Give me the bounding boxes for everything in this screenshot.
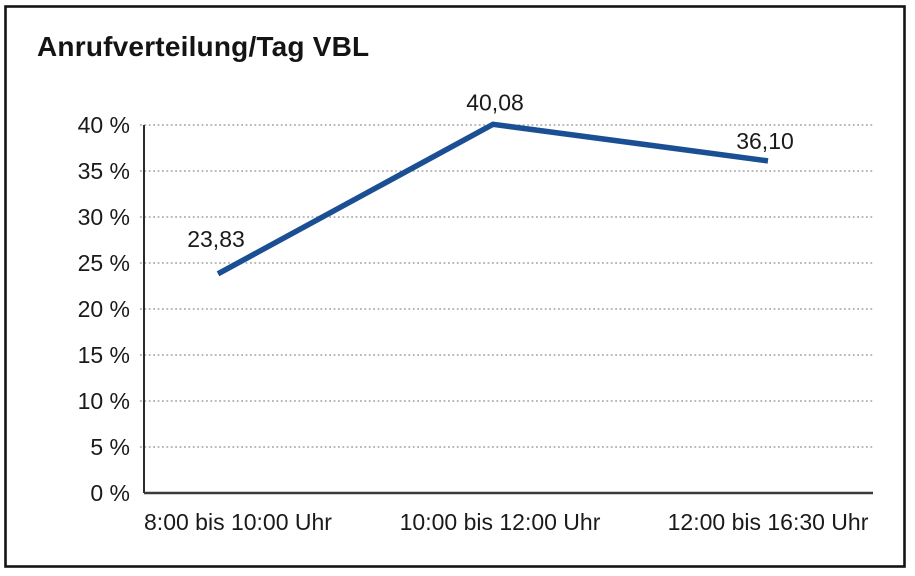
data-line-series [216,121,769,277]
chart-frame [4,5,906,568]
y-axis-tick-label: 10 % [78,388,130,414]
y-axis-tick-label: 0 % [90,480,130,506]
y-axis-tick-label: 15 % [78,342,130,368]
y-axis-tick-label: 40 % [78,112,130,138]
x-axis-category-label: 12:00 bis 16:30 Uhr [668,509,869,535]
data-point-label: 23,83 [187,226,245,252]
y-axis-tick-label: 5 % [90,434,130,460]
x-axis-category-label: 10:00 bis 12:00 Uhr [400,509,601,535]
data-point-label: 36,10 [736,128,794,154]
x-axis-category-label: 8:00 bis 10:00 Uhr [144,509,332,535]
y-axis-tick-label: 25 % [78,250,130,276]
y-axis-tick-label: 35 % [78,158,130,184]
y-axis-tick-label: 30 % [78,204,130,230]
y-axis-tick-label: 20 % [78,296,130,322]
data-point-label: 40,08 [466,89,524,115]
chart-title: Anrufverteilung/Tag VBL [37,31,370,62]
